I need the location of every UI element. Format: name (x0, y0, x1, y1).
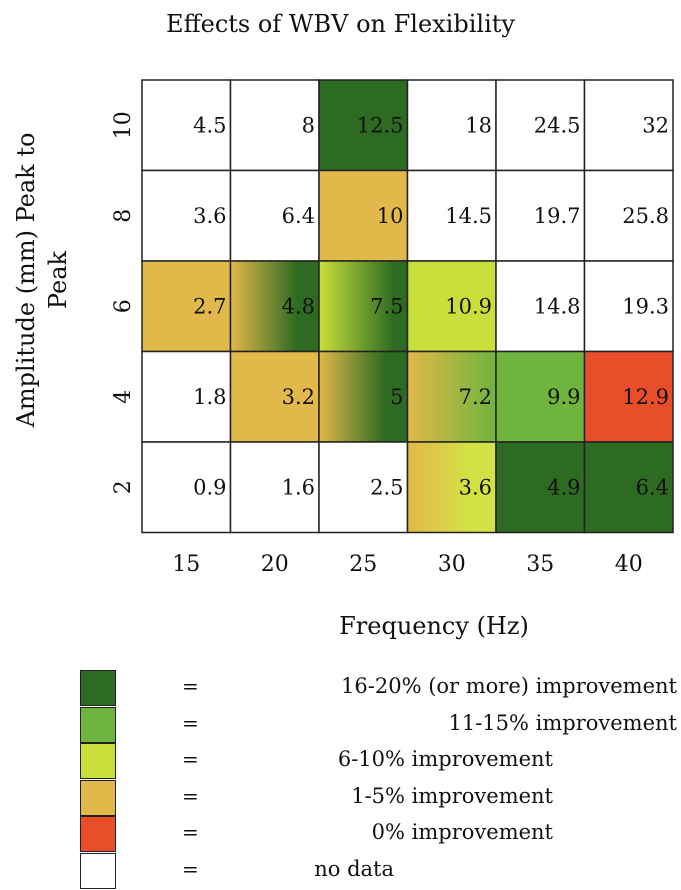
heatmap-cell (495, 260, 586, 353)
y-tick-label: 2 (111, 480, 136, 494)
heatmap-cell (583, 350, 674, 443)
cell-value-label: 8 (302, 113, 315, 137)
x-tick-label: 35 (526, 552, 554, 577)
cell-value-label: 5 (390, 385, 403, 409)
legend-equals: = (182, 820, 199, 844)
legend-label: 1-5% improvement (351, 783, 553, 808)
cell-value-label: 19.3 (622, 294, 669, 318)
legend-label: 11-15% improvement (448, 710, 677, 735)
chart-title: Effects of WBV on Flexibility (166, 10, 515, 38)
y-tick-label: 6 (111, 299, 136, 313)
legend-equals: = (182, 747, 199, 771)
heatmap-cell (495, 350, 586, 443)
legend-row: = no data (80, 852, 680, 889)
legend-row: = 1-5% improvement (80, 779, 680, 816)
legend-equals: = (182, 856, 199, 881)
heatmap-cell (583, 441, 674, 534)
cell-value-label: 7.2 (459, 385, 492, 409)
heatmap-cell (141, 350, 232, 443)
cell-value-label: 14.8 (534, 294, 581, 318)
y-tick-label: 8 (111, 209, 136, 223)
cell-value-label: 9.9 (547, 385, 580, 409)
legend-swatch (80, 816, 116, 852)
cell-value-label: 2.7 (193, 294, 226, 318)
x-tick-label: 30 (438, 552, 466, 577)
x-axis-label: Frequency (Hz) (339, 612, 529, 640)
heatmap-cell (141, 260, 232, 353)
legend-swatch (80, 779, 116, 816)
legend-row: = 0% improvement (80, 816, 680, 852)
heatmap-cell (229, 260, 320, 353)
cell-value-label: 25.8 (622, 204, 669, 228)
cell-value-label: 3.6 (193, 204, 226, 228)
legend-swatch (80, 706, 116, 743)
cell-value-label: 7.5 (370, 294, 403, 318)
heatmap-cell (318, 260, 409, 353)
y-tick-label: 10 (111, 111, 136, 139)
cell-value-label: 4.8 (282, 294, 315, 318)
cell-value-label: 1.8 (193, 385, 226, 409)
cell-value-label: 10.9 (445, 294, 492, 318)
cell-value-label: 12.5 (357, 113, 404, 137)
cell-value-label: 6.4 (636, 475, 669, 499)
legend-equals: = (182, 710, 199, 735)
cell-value-label: 24.5 (534, 113, 581, 137)
heatmap-cell (229, 169, 320, 262)
y-axis-label-line2: Peak (44, 250, 72, 309)
legend-equals: = (182, 674, 199, 698)
heatmap-cell (229, 350, 320, 443)
legend-swatch (80, 852, 116, 889)
heatmap-cell (318, 79, 409, 172)
cell-value-label: 6.4 (282, 204, 315, 228)
x-tick-label: 20 (261, 552, 289, 577)
cell-value-label: 3.6 (459, 475, 492, 499)
heatmap-cell (583, 260, 674, 353)
heatmap-cell (583, 169, 674, 262)
legend-row: = 16-20% (or more) improvement (80, 670, 680, 706)
cell-value-label: 1.6 (282, 475, 315, 499)
cell-value-label: 19.7 (534, 204, 581, 228)
heatmap-cell (495, 441, 586, 534)
cell-value-label: 10 (377, 204, 404, 228)
legend-equals: = (182, 783, 199, 808)
heatmap-cell (406, 169, 497, 262)
legend-label: 0% improvement (371, 820, 553, 844)
cell-value-label: 18 (465, 113, 492, 137)
cell-value-label: 2.5 (370, 475, 403, 499)
heatmap-cell (406, 260, 497, 353)
legend-swatch (80, 670, 116, 706)
cell-value-label: 0.9 (193, 475, 226, 499)
legend-label: 6-10% improvement (337, 747, 553, 771)
legend-label: 16-20% (or more) improvement (341, 674, 677, 698)
x-tick-label: 25 (349, 552, 377, 577)
cell-value-label: 14.5 (445, 204, 492, 228)
legend-row: = 6-10% improvement (80, 743, 680, 779)
heatmap-cell (141, 441, 232, 534)
y-tick-label: 4 (111, 390, 136, 404)
cell-value-label: 4.5 (193, 113, 226, 137)
cell-value-label: 3.2 (282, 385, 315, 409)
heatmap-cell (318, 350, 409, 443)
y-axis-label-line1: Amplitude (mm) Peak to (12, 133, 40, 429)
x-tick-label: 40 (615, 552, 643, 577)
heatmap-cell (406, 350, 497, 443)
cell-value-label: 32 (642, 113, 669, 137)
cell-value-label: 12.9 (622, 385, 669, 409)
legend-swatch (80, 743, 116, 779)
heatmap-cell (318, 169, 409, 262)
heatmap-chart: 4.5 8 12.5 18 24.5 32 3.6 6.4 10 14.5 19.7 25.8 2.7 4… (12, 79, 674, 640)
heatmap-cell (229, 441, 320, 534)
legend-label: no data (314, 856, 394, 881)
heatmap-cell (229, 79, 320, 172)
heatmap-cell (141, 79, 232, 172)
legend-row: = 11-15% improvement (80, 706, 680, 743)
cell-value-label: 4.9 (547, 475, 580, 499)
x-tick-label: 15 (172, 552, 200, 577)
